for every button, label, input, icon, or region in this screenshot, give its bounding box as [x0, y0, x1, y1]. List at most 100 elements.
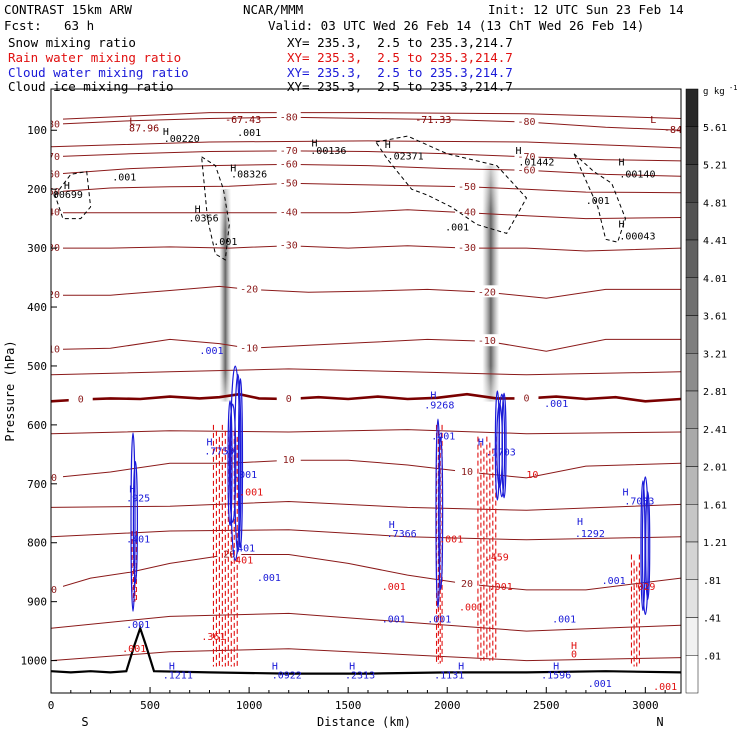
colorbar-label: 1.21: [703, 538, 727, 549]
isotherm-label: -50: [458, 182, 476, 193]
isotherm-line: [51, 555, 681, 590]
isotherm-line: [51, 141, 681, 148]
contour-annotation: .7033: [624, 496, 654, 507]
colorbar-swatch: [686, 240, 698, 278]
colorbar-label: 2.01: [703, 463, 727, 474]
colorbar-swatch: [686, 89, 698, 127]
snow-column-fade: [219, 189, 231, 401]
contour-annotation: .0922: [272, 670, 302, 681]
isotherm-label: -30: [280, 241, 298, 252]
contour-annotation: H: [619, 219, 625, 230]
contour-annotation: .1211: [163, 670, 193, 681]
contour-annotation: H: [516, 146, 522, 157]
contour-annotation: .001: [586, 196, 610, 207]
contour-annotation: .001: [213, 237, 237, 248]
contour-annotation: .0366: [188, 214, 218, 225]
contour-annotation: .001: [112, 172, 136, 183]
x-end-label-s: S: [81, 715, 88, 729]
contour-annotation: .001: [489, 582, 513, 593]
isotherm-label: -10: [478, 336, 496, 347]
colorbar-unit: g kg: [703, 87, 725, 97]
contour-annotation: 87.96: [129, 123, 159, 134]
contour-annotation: H: [385, 140, 391, 151]
contour-annotation: .00699: [47, 190, 83, 201]
isotherm-label: 0: [286, 394, 292, 405]
contour-annotation: .00043: [619, 231, 655, 242]
isotherm-label: 20: [461, 579, 473, 590]
contour-annotation: .001: [122, 644, 146, 655]
y-tick-label: 500: [27, 360, 47, 373]
isotherm-label: -80: [517, 117, 535, 128]
contour-annotation: .1596: [541, 670, 571, 681]
colorbar-swatch: [686, 467, 698, 505]
colorbar-label: 4.01: [703, 274, 727, 285]
isotherm-line: [51, 151, 681, 161]
isotherm-line: [51, 369, 681, 375]
contour-annotation: .001: [257, 573, 281, 584]
colorbar-swatch: [686, 542, 698, 580]
contour-annotation: H: [577, 517, 583, 528]
y-tick-label: 700: [27, 478, 47, 491]
contour-annotation: .01442: [518, 158, 554, 169]
isotherm-label: 10: [461, 467, 473, 478]
contour-annotation: .001: [439, 535, 463, 546]
contour-annotation: .001: [382, 582, 406, 593]
contour-annotation: .001: [427, 614, 451, 625]
contour-annotation: .401: [126, 535, 150, 546]
isotherm-line: [51, 183, 681, 192]
contour-annotation: .00140: [619, 169, 655, 180]
contour-annotation: .001: [602, 576, 626, 587]
isotherm-label: -20: [240, 284, 258, 295]
snow-column-fade: [482, 166, 499, 402]
contour-annotation: .1292: [575, 529, 605, 540]
contour-annotation: .7759: [204, 446, 234, 457]
colorbar-label: .01: [703, 651, 721, 662]
colorbar-label: .41: [703, 614, 721, 625]
contour-annotation: .401: [231, 544, 255, 555]
contour-annotation: L: [650, 115, 656, 126]
isotherm-label: -20: [478, 287, 496, 298]
isotherm-line: [51, 164, 681, 176]
contour-annotation: -71.33: [415, 115, 451, 126]
colorbar-swatch: [686, 391, 698, 429]
contour-annotation: .001: [552, 614, 576, 625]
contour-annotation: .001: [588, 679, 612, 690]
colorbar-swatch: [686, 127, 698, 165]
isotherm-label: 10: [283, 455, 295, 466]
isotherm-label: -70: [280, 146, 298, 157]
isotherm-line: [51, 210, 681, 219]
x-end-label-n: N: [656, 715, 663, 729]
y-tick-label: 800: [27, 537, 47, 550]
x-tick-label: 0: [48, 699, 55, 712]
contour-annotation: .00136: [310, 146, 346, 157]
isotherm-label: -50: [280, 178, 298, 189]
y-tick-label: 200: [27, 183, 47, 196]
contour-annotation: .001: [459, 603, 483, 614]
isotherm-label: -10: [240, 343, 258, 354]
y-tick-label: 100: [27, 124, 47, 137]
contour-annotation: .001: [239, 488, 263, 499]
colorbar-swatch: [686, 655, 698, 693]
contour-annotation: .925: [126, 493, 150, 504]
isotherm-line: [51, 460, 681, 478]
isotherm-label: 0: [523, 393, 529, 404]
contour-annotation: .001: [382, 614, 406, 625]
contour-annotation: .459: [485, 552, 509, 563]
colorbar-swatch: [686, 278, 698, 316]
isotherm-label: -40: [280, 208, 298, 219]
colorbar-unit-sup: -1: [729, 84, 737, 92]
contour-annotation: .00220: [164, 134, 200, 145]
y-tick-label: 600: [27, 419, 47, 432]
x-tick-label: 500: [140, 699, 160, 712]
contour-annotation: -67.43: [225, 115, 261, 126]
isotherm-label: 0: [78, 395, 84, 406]
x-tick-label: 2000: [434, 699, 461, 712]
contour-annotation: .001: [237, 128, 261, 139]
plot-frame: [51, 89, 681, 693]
contour-annotation: .7366: [387, 529, 417, 540]
isotherm-line: [51, 339, 681, 351]
contour-annotation: .9268: [424, 400, 454, 411]
y-tick-label: 300: [27, 242, 47, 255]
isotherm-line: [51, 286, 681, 298]
